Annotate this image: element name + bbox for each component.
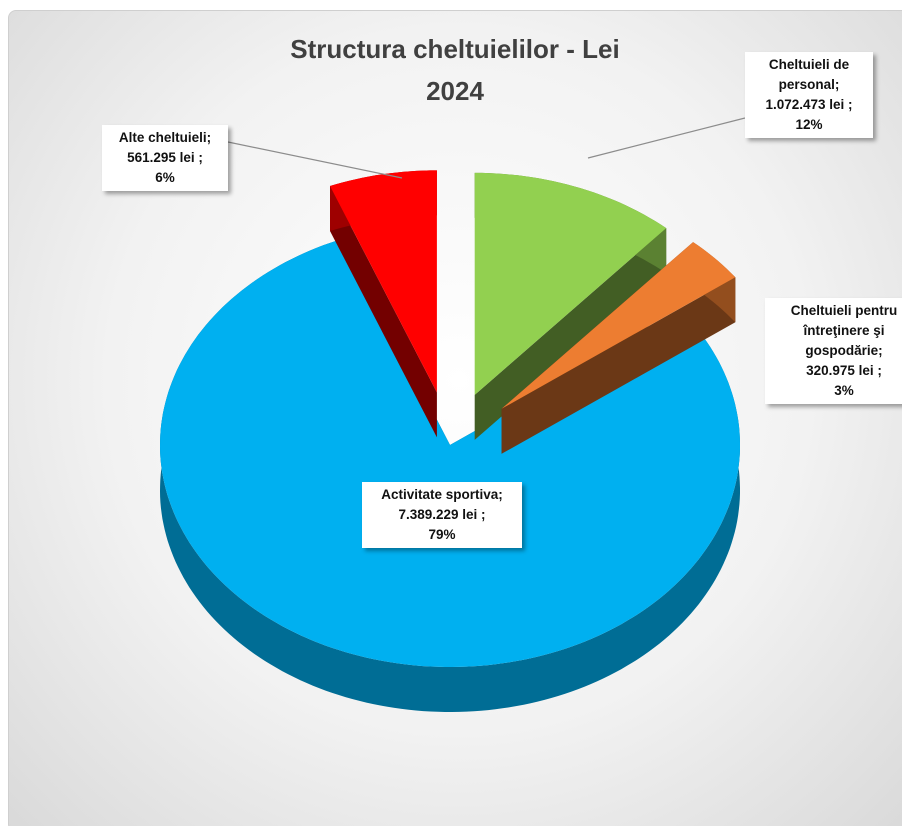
percent-label: 3%: [834, 383, 854, 398]
label-line: 79%: [366, 525, 518, 545]
label-line: 1.072.473 lei ;: [749, 95, 869, 115]
label-line: 561.295 lei ;: [106, 148, 224, 168]
label-line: 6%: [106, 168, 224, 188]
data-label: Cheltuieli de personal; 1.072.473 lei ; 12…: [745, 52, 873, 138]
category-name: Activitate sportiva: [381, 487, 499, 502]
pie-slice: [501, 242, 736, 454]
value-label: 1.072.473 lei: [765, 97, 845, 112]
percent-label: 12%: [795, 117, 823, 132]
value-label: 561.295 lei: [127, 150, 195, 165]
label-line: 7.389.229 lei ;: [366, 505, 518, 525]
label-line: Alte cheltuieli;: [106, 128, 224, 148]
value-label: 320.975 lei: [806, 363, 874, 378]
label-separator: ;: [498, 487, 503, 502]
slice-wall: [474, 228, 667, 440]
data-label: Activitate sportiva; 7.389.229 lei ; 79%: [362, 482, 522, 548]
label-line: 12%: [749, 115, 869, 135]
category-name: Alte cheltuieli: [118, 130, 207, 145]
percent-label: 6%: [155, 170, 175, 185]
slice-top: [330, 170, 437, 393]
label-line: Cheltuieli de personal;: [749, 55, 869, 95]
category-name: Cheltuieli de personal: [768, 57, 850, 92]
value-label: 7.389.229 lei: [398, 507, 478, 522]
label-separator: ;: [206, 130, 212, 145]
pie-slice: [330, 170, 437, 438]
slice-wall: [501, 277, 736, 454]
label-separator: ;: [877, 363, 882, 378]
chart-subtitle: 2024: [426, 76, 484, 106]
label-separator: ;: [848, 97, 853, 112]
slice-top: [160, 238, 740, 667]
slice-top: [501, 242, 736, 409]
leader-line: [227, 141, 403, 179]
chart-title: Structura cheltuielilor - Lei: [290, 34, 619, 64]
label-separator: ;: [481, 507, 486, 522]
leader-line: [587, 117, 746, 159]
label-line: 3%: [769, 381, 902, 401]
pie-slice: [474, 172, 667, 440]
label-separator: ;: [878, 343, 883, 358]
label-separator: ;: [834, 77, 840, 92]
label-separator: ;: [198, 150, 203, 165]
label-line: Cheltuieli pentru întreţinere şi gospodă…: [769, 301, 902, 361]
data-label: Alte cheltuieli; 561.295 lei ; 6%: [102, 125, 228, 191]
data-label: Cheltuieli pentru întreţinere şi gospodă…: [765, 298, 902, 404]
label-line: Activitate sportiva;: [366, 485, 518, 505]
percent-label: 79%: [428, 527, 456, 542]
slice-wall: [330, 186, 437, 438]
category-name: Cheltuieli pentru întreţinere şi gospodă…: [790, 303, 898, 358]
slice-top: [474, 172, 667, 395]
label-line: 320.975 lei ;: [769, 361, 902, 381]
